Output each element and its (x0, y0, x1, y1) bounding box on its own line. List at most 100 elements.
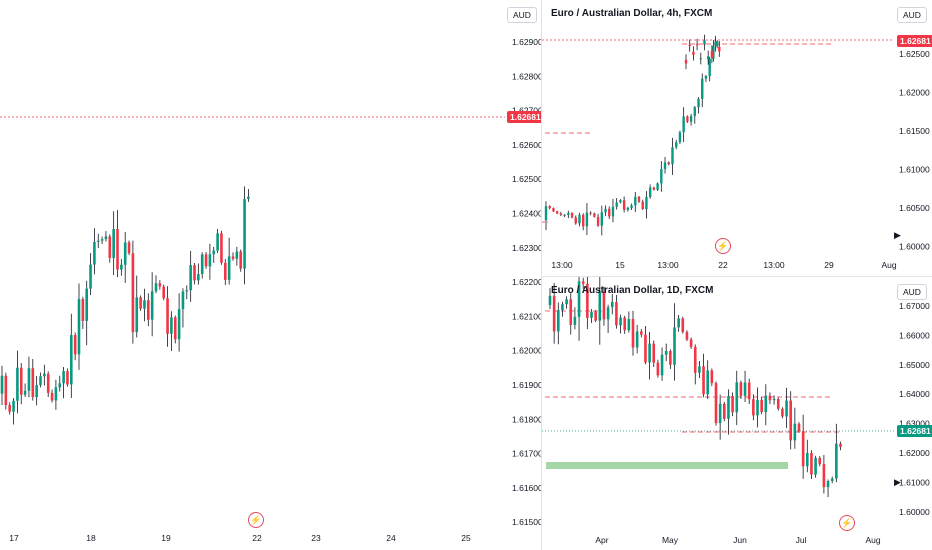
candle-body (707, 56, 710, 60)
candle-body (39, 376, 42, 386)
candle-body (27, 368, 31, 391)
y-axis-tick: 1.66000 (899, 330, 930, 340)
current-price-tag: 1.62681 (507, 111, 541, 123)
candle-body (23, 390, 27, 395)
candle-body (204, 254, 208, 267)
currency-label[interactable]: AUD (897, 7, 927, 23)
candle-body (135, 297, 139, 333)
candle-body (189, 265, 192, 291)
candle-body (598, 291, 602, 321)
candle-body (701, 78, 704, 99)
y-axis-tick: 1.60000 (899, 507, 930, 517)
candle-body (789, 400, 792, 441)
x-axis-tick: 22 (718, 260, 728, 270)
x-axis-tick: 19 (161, 533, 171, 543)
chart-4h-canvas[interactable]: 1.62500 1.62000 1.61500 1.61000 1.60500 1.600… (542, 0, 932, 276)
y-axis-tick: 1.61000 (899, 165, 930, 175)
candle-body (123, 242, 127, 265)
y-axis-tick: 1.61900 (512, 380, 541, 390)
candle-body (772, 398, 776, 401)
candle-body (756, 399, 759, 416)
candle-body (582, 214, 585, 227)
y-axis-tick: 1.62000 (899, 88, 930, 98)
candle-body (4, 375, 8, 406)
candle-body (627, 318, 631, 331)
candle-body (693, 346, 697, 373)
candle-body (108, 236, 112, 259)
candle-body (544, 206, 548, 221)
candle-body (673, 327, 676, 365)
chart-4h-pane[interactable]: 1.62500 1.62000 1.61500 1.61000 1.60500 1.600… (542, 0, 932, 276)
candle-body (660, 354, 664, 376)
candle-body (166, 298, 169, 334)
x-axis-tick: Jul (796, 535, 807, 545)
candle-body (644, 334, 647, 363)
candle-body (648, 343, 651, 363)
candle-body (565, 299, 568, 305)
candle-body (208, 254, 212, 267)
y-axis-tick: 1.62700 (512, 106, 541, 116)
pane-divider-horizontal[interactable] (541, 276, 932, 277)
candle-body (747, 382, 751, 400)
candle-body (120, 264, 123, 270)
candle-body (604, 208, 607, 213)
candle-body (760, 399, 763, 413)
candle-body (589, 212, 592, 214)
candle-body (212, 250, 216, 255)
currency-label[interactable]: AUD (507, 7, 537, 23)
candle-body (615, 202, 618, 207)
candle-body (93, 241, 96, 265)
candle-body (768, 395, 772, 401)
candle-body (781, 408, 784, 417)
demand-zone (546, 462, 788, 469)
y-axis-tick: 1.61600 (512, 483, 541, 493)
candle-body (173, 317, 177, 340)
candle-body (712, 46, 715, 59)
candle-body (548, 206, 551, 209)
candle-body (62, 371, 65, 384)
scroll-right-arrow-icon[interactable]: ▶ (894, 477, 901, 487)
candle-body (112, 229, 115, 259)
candle-body (19, 367, 23, 395)
bolt-icon[interactable]: ⚡ (839, 515, 855, 531)
candle-body (570, 212, 574, 218)
chart-1h-canvas[interactable]: 1.62900 1.62800 1.62700 1.62600 1.62500 1.624… (0, 0, 541, 550)
candle-body (81, 299, 85, 321)
x-axis-tick: Jun (733, 535, 747, 545)
candle-body (85, 288, 88, 321)
candle-body (801, 431, 805, 467)
candle-body (16, 367, 19, 401)
candle-body (785, 400, 788, 417)
y-axis-tick: 1.65000 (899, 360, 930, 370)
candle-body (77, 299, 81, 355)
candle-body (669, 350, 672, 365)
candle-body (552, 295, 556, 332)
candle-body (177, 309, 181, 340)
candle-body (602, 291, 606, 320)
candle-body (656, 362, 660, 376)
candle-body (185, 290, 189, 292)
scroll-right-arrow-icon[interactable]: ▶ (894, 230, 901, 240)
candle-body (743, 382, 747, 396)
candle-body (810, 453, 813, 475)
chart-1d-pane[interactable]: 1.67000 1.66000 1.65000 1.64000 1.63000 1.620… (542, 277, 932, 550)
pane-divider-vertical[interactable] (541, 0, 542, 550)
x-axis-tick: 13:00 (551, 260, 573, 270)
candle-body (73, 335, 77, 355)
chart-1d-canvas[interactable]: 1.67000 1.66000 1.65000 1.64000 1.63000 1.620… (542, 277, 932, 550)
candle-body (688, 45, 691, 47)
bolt-icon[interactable]: ⚡ (715, 238, 731, 254)
candle-body (578, 214, 581, 224)
candle-body (193, 265, 196, 281)
candle-body (656, 183, 659, 190)
candle-body (35, 385, 38, 398)
candle-body (593, 213, 596, 217)
candle-body (139, 297, 142, 309)
currency-label[interactable]: AUD (897, 284, 927, 300)
candle-body (585, 212, 589, 227)
candle-body (714, 383, 718, 423)
candle-body (686, 116, 689, 122)
chart-1h-pane[interactable]: 1.62900 1.62800 1.62700 1.62600 1.62500 1.624… (0, 0, 541, 550)
chart-title: Euro / Australian Dollar, 1D, FXCM (551, 285, 714, 296)
bolt-icon[interactable]: ⚡ (248, 512, 264, 528)
